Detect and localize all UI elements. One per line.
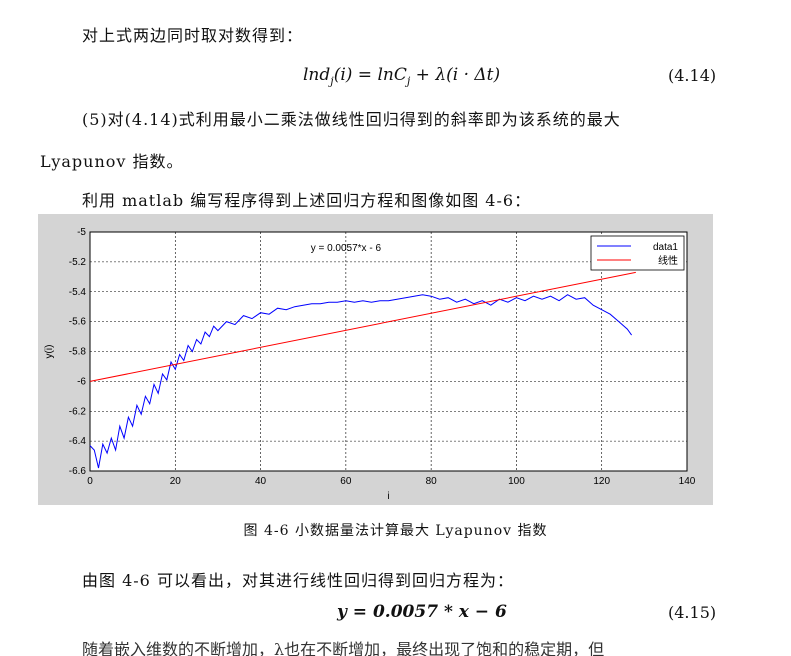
y-tick-label: -6.2 [69, 406, 87, 417]
x-tick-label: 40 [255, 476, 267, 487]
legend-box [590, 235, 685, 271]
paragraph-regression: 由图 4-6 可以看出，对其进行线性回归得到回归方程为： [82, 571, 514, 590]
series-line [89, 271, 636, 382]
x-tick-label: 100 [508, 476, 525, 487]
paragraph-cutoff: 随着嵌入维数的不断增加，λ也在不断增加，最终出现了饱和的稳定期，但 [82, 640, 605, 656]
equation-number-4-14: (4.14) [668, 66, 717, 85]
regression-annotation: y = 0.0057*x - 6 [311, 243, 382, 254]
legend-label: 线性 [658, 254, 678, 267]
paragraph-least-squares-line1: (5)对(4.14)式利用最小二乘法做线性回归得到的斜率即为该系统的最大 [82, 110, 621, 129]
equation-number-4-15: (4.15) [668, 603, 717, 622]
y-tick-label: -5.2 [69, 257, 87, 268]
paragraph-log-intro: 对上式两边同时取对数得到： [82, 26, 304, 45]
equation-4-14: lndj(i) = lnCj + λ(i · Δt) [303, 65, 500, 87]
x-tick-label: 60 [340, 476, 352, 487]
y-tick-label: -5 [77, 227, 86, 238]
figure-4-6: 0 20 40 60 80 100 120 140 -5 -5.2 -5.4 -5.6 -5.8 -6 -6… [38, 214, 713, 505]
x-axis-label: i [387, 491, 389, 502]
x-tick-label: 0 [87, 476, 93, 487]
equation-4-15: y = 0.0057 * x − 6 [337, 602, 507, 622]
x-tick-label: 120 [593, 476, 610, 487]
series-line [89, 294, 633, 469]
figure-caption: 图 4-6 小数据量法计算最大 Lyapunov 指数 [243, 523, 548, 539]
y-axis-label: y(i) [44, 345, 55, 359]
x-tick-label: 20 [170, 476, 182, 487]
x-tick-label: 80 [426, 476, 438, 487]
y-tick-label: -5.4 [69, 287, 87, 298]
paragraph-matlab: 利用 matlab 编写程序得到上述回归方程和图像如图 4-6： [82, 191, 532, 210]
y-tick-label: -6.6 [69, 466, 87, 477]
y-tick-label: -5.6 [69, 317, 87, 328]
y-tick-label: -5.8 [69, 347, 87, 358]
paragraph-least-squares-line2: Lyapunov 指数。 [40, 152, 184, 171]
x-tick-label: 140 [679, 476, 696, 487]
legend-label: data1 [653, 242, 678, 253]
lyapunov-chart: 0 20 40 60 80 100 120 140 -5 -5.2 -5.4 -5.6 -5.8 -6 -6… [44, 227, 696, 502]
y-tick-label: -6.4 [69, 436, 87, 447]
y-tick-label: -6 [77, 376, 86, 387]
equation-lhs: lndj(i) = lnCj + λ(i · Δt) [303, 65, 501, 88]
